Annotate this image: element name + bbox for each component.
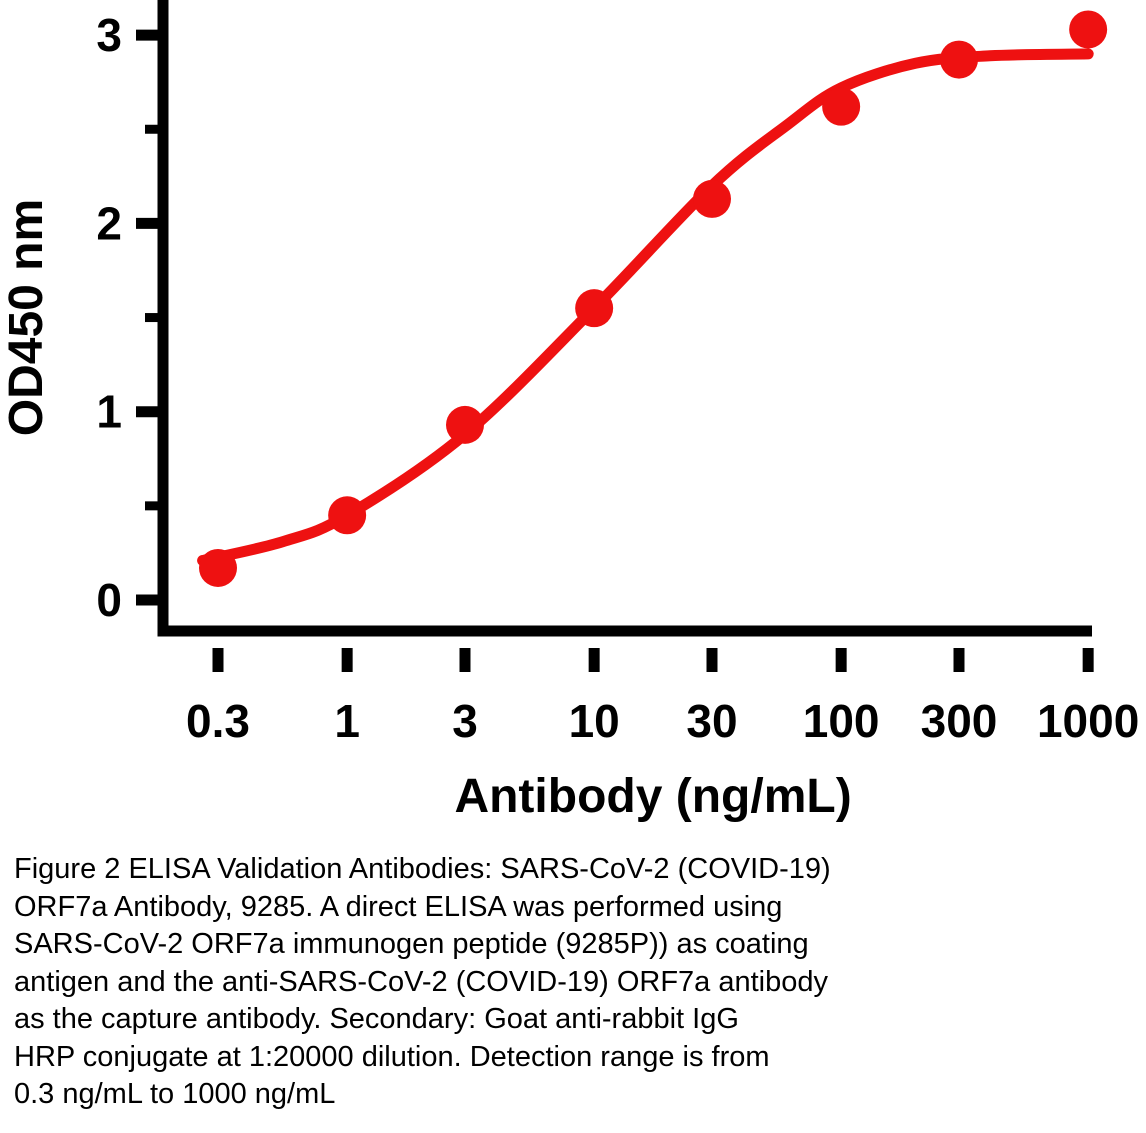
caption-line: 0.3 ng/mL to 1000 ng/mL [14,1078,336,1110]
caption-line: Figure 2 ELISA Validation Antibodies: SA… [14,853,831,885]
data-point [446,405,484,444]
y-tick-label: 2 [96,197,122,249]
y-tick-label: 1 [96,386,122,438]
x-tick-label: 10 [569,695,620,747]
x-tick-label: 1000 [1037,695,1139,747]
data-point [199,548,237,587]
y-axis-title: OD450 nm [0,199,53,436]
x-tick-label: 100 [803,695,880,747]
x-tick-label: 0.3 [186,695,250,747]
y-tick-label: 0 [96,574,122,626]
data-point [575,289,614,328]
data-point [693,179,731,218]
caption-line: ORF7a Antibody, 9285. A direct ELISA was… [14,890,783,923]
axes [157,0,1092,637]
caption-line: SARS-CoV-2 ORF7a immunogen peptide (9285… [14,928,809,960]
x-tick-label: 3 [452,695,478,747]
caption-line: HRP conjugate at 1:20000 dilution. Detec… [14,1040,770,1073]
data-point [940,40,978,79]
fit-curve [197,48,1094,566]
x-tick-label: 300 [921,695,998,747]
figure-caption: Figure 2 ELISA Validation Antibodies: SA… [0,845,1146,1114]
x-axis-title: Antibody (ng/mL) [454,770,851,823]
data-point [328,496,367,535]
data-point [822,87,861,126]
elisa-chart: 0.3 1 3 10 30 100 300 1000 0 1 2 3 Antibody (ng/mL) O… [0,0,1139,823]
x-tick-label: 30 [686,695,737,747]
caption-line: antigen and the anti-SARS-CoV-2 (COVID-1… [14,965,829,998]
x-tick-label: 1 [334,695,360,747]
y-tick-label: 3 [96,9,122,61]
caption-line: as the capture antibody. Secondary: Goat… [14,1003,739,1035]
data-point [1069,10,1108,49]
